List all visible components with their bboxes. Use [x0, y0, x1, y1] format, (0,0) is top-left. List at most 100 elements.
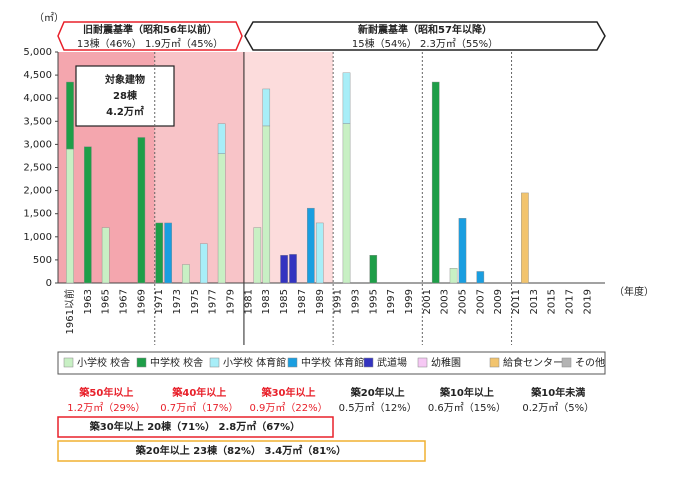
period-value: 0.5万㎡（12%） — [339, 402, 417, 414]
old-header-box — [57, 21, 243, 51]
x-tick-label: 2013 — [529, 289, 540, 314]
y-unit: （㎡） — [34, 12, 64, 24]
x-tick-label: 1979 — [226, 289, 237, 314]
period-label: 築10年未満 — [530, 386, 585, 399]
bar-segment — [217, 123, 226, 154]
legend-box — [57, 351, 606, 375]
bar-segment — [155, 222, 164, 284]
new-header-box — [244, 21, 606, 51]
period-value: 1.2万㎡（29%） — [67, 402, 145, 414]
period-label: 築40年以上 — [171, 386, 226, 399]
bar-segment — [199, 243, 208, 284]
legend-label: 小学校 体育館 — [223, 356, 286, 369]
legend-swatch — [417, 357, 428, 368]
summary-30-box — [57, 416, 334, 438]
y-tick-label: 1,000 — [23, 232, 52, 243]
x-tick-label: 1995 — [368, 289, 379, 314]
x-tick-label: 2017 — [565, 289, 576, 314]
x-tick-label: 2005 — [457, 289, 468, 314]
x-tick-label: 2009 — [493, 289, 504, 314]
bar-segment — [66, 81, 74, 150]
x-tick-label: 1973 — [172, 289, 183, 314]
bar-segment — [521, 192, 529, 284]
legend-label: 給食センター — [503, 356, 563, 369]
period-label: 築10年以上 — [439, 386, 494, 399]
bar-segment — [289, 254, 297, 284]
old-header-subtitle: 13棟（46%） 1.9万㎡（45%） — [77, 37, 223, 50]
legend-label: 小学校 校舎 — [77, 356, 130, 369]
period-label: 築50年以上 — [78, 386, 133, 399]
x-tick-label: 2001 — [422, 289, 433, 314]
bar-segment — [476, 271, 485, 284]
target-line: 対象建物 — [104, 73, 145, 86]
x-tick-label: 1975 — [190, 289, 201, 314]
period-value: 0.9万㎡（22%） — [249, 402, 327, 414]
x-tick-label: 2015 — [547, 289, 558, 314]
bar-segment — [84, 146, 92, 284]
bar-segment — [137, 137, 146, 284]
y-tick-label: 3,500 — [23, 116, 52, 127]
legend-swatch — [63, 357, 74, 368]
y-tick-label: 2,500 — [23, 163, 52, 174]
y-tick-label: 4,500 — [23, 70, 52, 81]
bar-segment — [66, 148, 74, 284]
summary-20-box — [57, 440, 426, 462]
bar-segment — [262, 88, 271, 127]
bar-segment — [262, 125, 271, 284]
x-tick-label: 1963 — [83, 289, 94, 314]
bar-segment — [431, 81, 440, 284]
x-tick-label: 1967 — [119, 289, 130, 314]
bar-segment — [449, 268, 458, 284]
legend-swatch — [489, 357, 500, 368]
legend-label: 中学校 体育館 — [301, 356, 364, 369]
x-tick-label: 1981 — [243, 289, 254, 314]
y-tick-label: 0 — [46, 278, 52, 289]
legend-swatch — [136, 357, 147, 368]
y-tick-label: 4,000 — [23, 93, 52, 104]
target-line: 28棟 — [113, 89, 138, 102]
bar-segment — [315, 222, 324, 284]
bar-segment — [458, 218, 467, 284]
period-label: 築20年以上 — [350, 386, 405, 399]
x-tick-label: 1999 — [404, 289, 415, 314]
x-tick-label: 1991 — [333, 289, 344, 314]
x-tick-label: 2007 — [475, 289, 486, 314]
legend-swatch — [363, 357, 374, 368]
bar-segment — [182, 264, 190, 284]
bar-segment — [280, 255, 288, 284]
legend-swatch — [561, 357, 572, 368]
y-tick-label: 2,000 — [23, 186, 52, 197]
period-value: 0.2万㎡（5%） — [522, 402, 594, 414]
legend-label: 武道場 — [377, 356, 407, 369]
x-tick-label: 1985 — [279, 289, 290, 314]
y-tick-label: 3,000 — [23, 139, 52, 150]
x-tick-label: 1965 — [101, 289, 112, 314]
x-unit: （年度） — [614, 285, 654, 298]
bar-segment — [101, 227, 110, 284]
x-tick-label: 1989 — [315, 289, 326, 314]
x-tick-label: 1971 — [154, 289, 165, 314]
new-header-subtitle: 15棟（54%） 2.3万㎡（55%） — [352, 37, 498, 50]
legend-swatch — [209, 357, 220, 368]
summary-30: 築30年以上 20棟（71%） 2.8万㎡（67%） — [89, 420, 300, 433]
x-tick-label: 1993 — [350, 289, 361, 314]
period-value: 0.7万㎡（17%） — [160, 402, 238, 414]
bar-segment — [217, 153, 226, 284]
new-header-title: 新耐震基準（昭和57年以降） — [358, 23, 492, 36]
target-box — [75, 65, 175, 127]
bar-segment — [342, 123, 351, 284]
x-tick-label: 1977 — [208, 289, 219, 314]
period-label: 築30年以上 — [261, 386, 316, 399]
x-tick-label: 2019 — [582, 289, 593, 314]
x-tick-label: 2011 — [511, 289, 522, 314]
legend-label: 中学校 校舎 — [150, 356, 203, 369]
period-value: 0.6万㎡（15%） — [428, 402, 506, 414]
bar-segment — [253, 227, 262, 284]
legend-swatch — [287, 357, 298, 368]
legend-label: 幼稚園 — [431, 356, 461, 369]
summary-20: 築20年以上 23棟（82%） 3.4万㎡（81%） — [135, 444, 346, 457]
y-tick-label: 5,000 — [23, 47, 52, 58]
old-header-title: 旧耐震基準（昭和56年以前） — [83, 23, 217, 36]
y-tick-label: 1,500 — [23, 209, 52, 220]
x-tick-label: 2003 — [440, 289, 451, 314]
